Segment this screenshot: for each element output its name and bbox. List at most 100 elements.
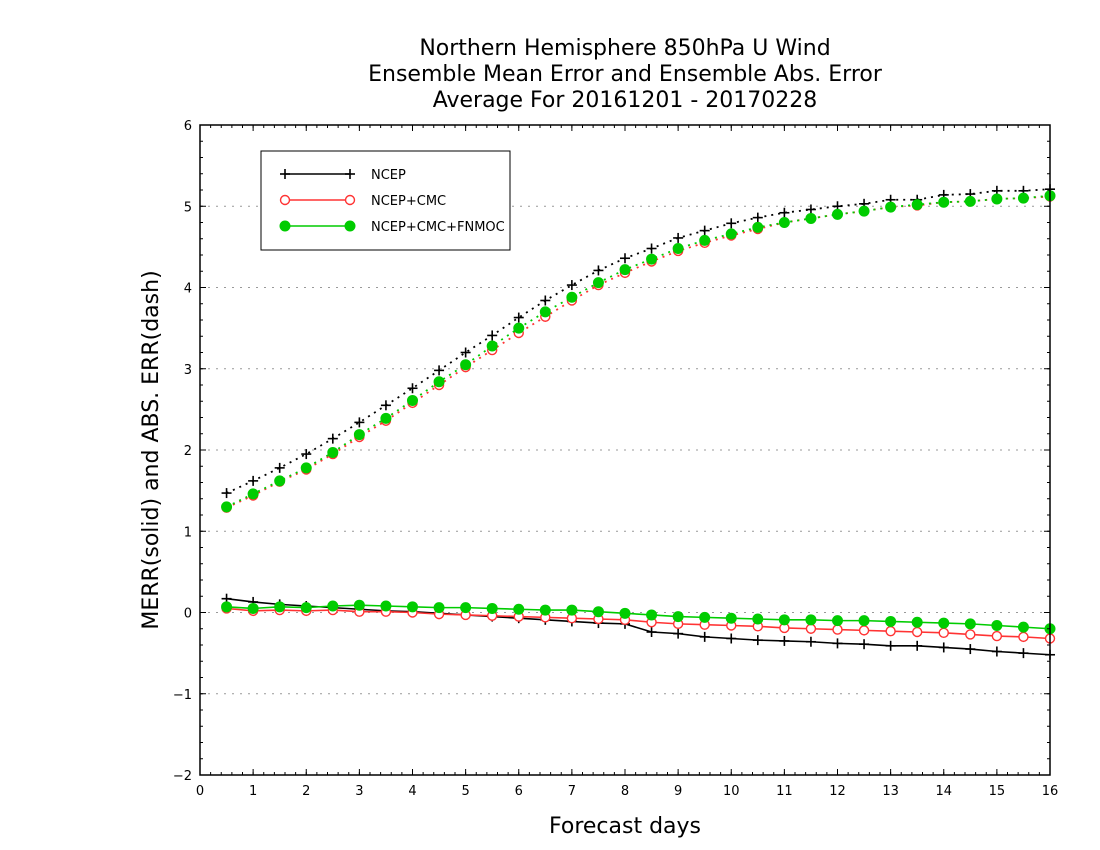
abs-err-point: [911, 199, 923, 211]
abs-err-point: [620, 253, 630, 264]
y-tick-label: −1: [173, 688, 192, 703]
merr-point: [353, 599, 365, 611]
legend-marker: [279, 220, 291, 232]
abs-err-point: [592, 277, 604, 289]
y-tick-label: 4: [184, 282, 192, 297]
abs-err-point: [327, 446, 339, 458]
merr-line: [226, 597, 1051, 656]
abs-err-point: [327, 433, 338, 444]
abs-err-point: [726, 218, 737, 229]
y-tick-label: 0: [184, 607, 192, 622]
y-tick-label: −2: [173, 769, 192, 784]
abs-err-point: [885, 201, 897, 213]
abs-err-point: [407, 394, 418, 406]
abs-err-point: [646, 243, 657, 254]
merr-point: [805, 623, 817, 634]
abs-err-point: [539, 306, 551, 318]
abs-err-point: [832, 208, 843, 220]
x-tick-label: 8: [621, 784, 629, 799]
chart-title-line-2: Ensemble Mean Error and Ensemble Abs. Er…: [368, 62, 882, 87]
abs-err-point: [619, 264, 631, 276]
abs-err-point: [778, 217, 790, 228]
abs-err-point: [221, 501, 233, 513]
merr-point: [460, 602, 472, 614]
abs-err-point: [486, 340, 498, 352]
abs-err-point: [752, 212, 763, 223]
abs-err-point: [938, 196, 950, 208]
abs-err-point: [300, 462, 312, 474]
legend-marker: [279, 194, 291, 206]
x-axis-label: Forecast days: [549, 814, 701, 839]
legend-marker: [344, 220, 356, 232]
legend-marker: [280, 169, 290, 179]
legend-marker: [344, 194, 356, 206]
legend-label: NCEP+CMC: [371, 194, 446, 209]
abs-err-point: [699, 234, 711, 246]
merr-point: [885, 625, 896, 637]
abs-err-point: [407, 383, 418, 394]
merr-point: [699, 611, 711, 623]
merr-point: [699, 631, 710, 642]
abs-err-point: [513, 312, 524, 323]
merr-point: [673, 628, 684, 639]
abs-err-point: [752, 221, 764, 233]
series-0: [221, 184, 1055, 660]
abs-err-point: [380, 400, 391, 411]
abs-err-point: [274, 462, 285, 473]
x-tick-label: 12: [829, 784, 846, 799]
abs-err-point: [646, 253, 658, 265]
series-2: [221, 190, 1056, 635]
legend: NCEP NCEP+CMC NCEP+CMC+FNMOC: [260, 150, 511, 251]
x-tick-label: 14: [935, 784, 952, 799]
abs-err-point: [566, 291, 578, 303]
merr-point: [805, 614, 817, 626]
merr-point: [646, 609, 658, 621]
y-tick-label: 6: [184, 119, 192, 134]
merr-point: [1018, 631, 1029, 643]
abs-err-point: [460, 347, 471, 358]
merr-point: [539, 604, 551, 616]
merr-point: [832, 615, 843, 627]
merr-point: [858, 615, 870, 627]
x-tick-label: 15: [989, 784, 1006, 799]
merr-point: [859, 639, 870, 650]
merr-point: [247, 602, 259, 614]
merr-point: [726, 633, 737, 644]
abs-err-point: [593, 265, 604, 276]
x-tick-label: 0: [196, 784, 204, 799]
y-axis-ticks: −2 −1 0 1 2 3 4 5 6: [173, 119, 1050, 784]
merr-point: [911, 626, 923, 638]
abs-err-point: [566, 280, 577, 291]
x-tick-label: 2: [302, 784, 310, 799]
abs-err-point: [354, 417, 365, 428]
y-tick-label: 2: [184, 444, 192, 459]
x-tick-label: 10: [723, 784, 740, 799]
merr-point: [965, 644, 976, 655]
merr-point: [805, 636, 816, 647]
merr-point: [912, 640, 923, 651]
merr-point: [885, 640, 896, 651]
abs-err-point: [805, 212, 817, 224]
y-tick-label: 5: [184, 200, 192, 215]
abs-err-point: [805, 204, 816, 215]
abs-err-point: [991, 193, 1003, 205]
merr-point: [1017, 621, 1029, 633]
chart-title-line-1: Northern Hemisphere 850hPa U Wind: [419, 36, 831, 61]
x-tick-label: 1: [249, 784, 257, 799]
abs-err-point: [434, 365, 445, 376]
series-1: [221, 191, 1056, 644]
abs-err-point: [353, 429, 365, 441]
x-tick-label: 5: [461, 784, 469, 799]
abs-err-point: [460, 359, 472, 371]
merr-point: [486, 602, 498, 614]
abs-err-point: [487, 330, 498, 341]
abs-err-line: [226, 188, 1051, 494]
abs-err-point: [779, 207, 790, 218]
plot-series: [221, 184, 1056, 660]
merr-point: [221, 601, 233, 613]
merr-point: [752, 635, 763, 646]
merr-point: [566, 604, 578, 616]
abs-err-point: [725, 228, 737, 240]
merr-point: [779, 635, 790, 646]
